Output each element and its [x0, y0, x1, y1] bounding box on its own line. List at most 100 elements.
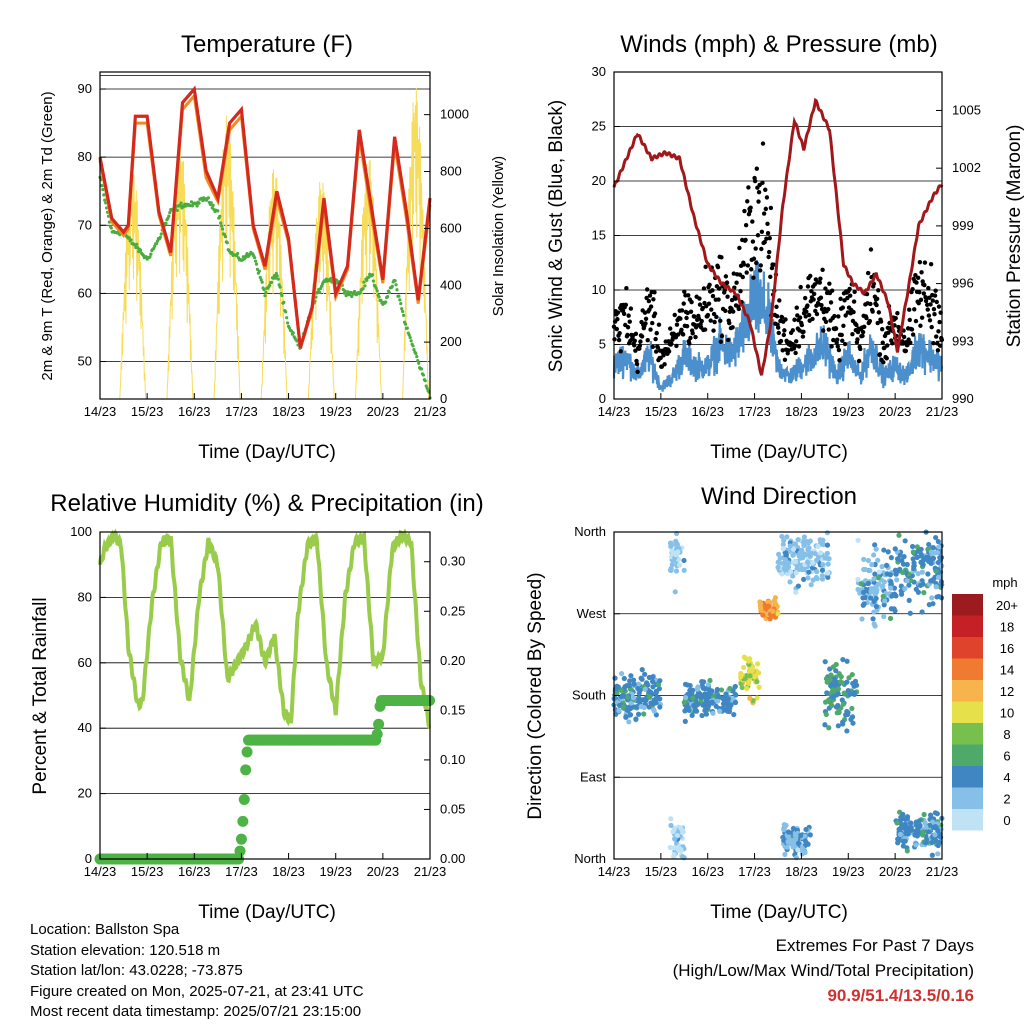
gust-point — [878, 319, 884, 324]
gust-point — [697, 302, 703, 307]
wind-direction-point — [807, 553, 813, 559]
x-tick-label: 20/23 — [367, 864, 400, 879]
wind-direction-point — [929, 839, 935, 846]
wind-direction-point — [827, 677, 833, 683]
gust-point — [752, 178, 758, 184]
y-tick-label: 5 — [599, 337, 606, 352]
wind-direction-point — [821, 541, 827, 548]
x-tick-label: 16/23 — [178, 404, 211, 419]
dewpoint-point — [154, 241, 159, 246]
wind-direction-point — [823, 711, 829, 718]
gust-point — [669, 341, 674, 346]
wind-direction-point — [844, 679, 850, 685]
gust-point — [632, 343, 637, 348]
dewpoint-point — [206, 196, 211, 200]
gust-point — [754, 260, 759, 266]
gust-point — [699, 318, 704, 324]
dewpoint-point — [415, 354, 419, 359]
gust-point — [762, 239, 767, 245]
wind-direction-point — [838, 674, 844, 680]
dewpoint-point — [220, 224, 224, 228]
gust-point — [847, 293, 853, 298]
gust-point — [654, 330, 659, 336]
gust-point — [775, 325, 781, 330]
gust-point — [932, 293, 938, 298]
dewpoint-point — [230, 250, 234, 255]
dewpoint-point — [149, 252, 153, 256]
gust-point — [779, 315, 785, 320]
dewpoint-point — [284, 310, 288, 314]
gust-point — [774, 314, 780, 319]
wind-direction-point — [727, 685, 733, 692]
legend-label: 16 — [1000, 641, 1014, 656]
wind-direction-point — [798, 553, 804, 559]
gust-point — [895, 311, 900, 316]
dewpoint-point — [275, 274, 279, 278]
gust-point — [809, 288, 814, 294]
gust-point — [737, 245, 742, 251]
legend-color-swatch — [952, 787, 983, 809]
wind-direction-point — [756, 684, 762, 690]
dewpoint-point — [127, 236, 131, 240]
gust-point — [661, 353, 666, 358]
gust-point — [839, 332, 844, 338]
gust-point — [843, 313, 848, 318]
wind-direction-point — [917, 822, 923, 829]
station-info: Location: Ballston Spa Station elevation… — [30, 920, 364, 1023]
gust-point — [851, 299, 857, 304]
gust-point — [761, 211, 767, 216]
gust-point — [666, 349, 672, 354]
gust-point — [922, 282, 927, 288]
gust-point — [827, 281, 832, 286]
gust-point — [840, 305, 846, 310]
wind-direction-point — [809, 565, 816, 571]
gust-point — [662, 362, 667, 367]
gust-point — [674, 322, 680, 327]
gust-point — [910, 332, 916, 337]
x-tick-label: 20/23 — [879, 864, 912, 879]
x-tick-label: 15/23 — [645, 404, 678, 419]
x-tick-label: 21/23 — [414, 864, 447, 879]
wind-direction-point — [799, 845, 806, 851]
gust-point — [933, 288, 938, 293]
gust-point — [774, 304, 779, 309]
wind-direction-point — [701, 694, 707, 700]
wind-direction-point — [695, 684, 701, 690]
wind-direction-point — [923, 824, 929, 830]
dewpoint-point — [175, 208, 179, 213]
wind-direction-point — [889, 593, 895, 599]
wind-direction-point — [862, 594, 869, 601]
temperature-xlabel: Time (Day/UTC) — [198, 442, 336, 463]
dewpoint-point — [168, 210, 172, 215]
wind-direction-point — [927, 812, 934, 818]
wind-direction-point — [631, 681, 637, 687]
gust-point — [777, 298, 782, 303]
wind-direction-point — [620, 704, 626, 710]
wind-direction-point — [873, 603, 880, 610]
gust-point — [755, 233, 761, 238]
gust-point — [850, 331, 855, 337]
wind-direction-point — [921, 590, 927, 596]
wind-direction-point — [738, 674, 744, 680]
gust-point — [725, 337, 731, 343]
gust-point — [909, 327, 915, 332]
wind-direction-point — [885, 549, 891, 555]
wind-direction-point — [699, 683, 705, 689]
wind-direction-point — [757, 602, 763, 609]
x-tick-label: 16/23 — [178, 864, 211, 879]
dewpoint-point — [370, 273, 375, 277]
gust-point — [716, 286, 722, 291]
legend-color-swatch — [952, 594, 983, 616]
dewpoint-point — [407, 333, 411, 337]
gust-point — [922, 260, 928, 265]
precipitation-point — [241, 746, 253, 758]
wind-direction-point — [875, 557, 881, 563]
wind-direction-point — [919, 832, 926, 838]
y-tick-label: 70 — [78, 217, 92, 232]
dewpoint-point — [263, 294, 267, 298]
gust-point — [860, 329, 866, 335]
wind-direction-point — [904, 578, 910, 584]
gust-point — [712, 319, 717, 325]
wind-direction-point — [937, 554, 943, 561]
gust-point — [765, 221, 770, 227]
